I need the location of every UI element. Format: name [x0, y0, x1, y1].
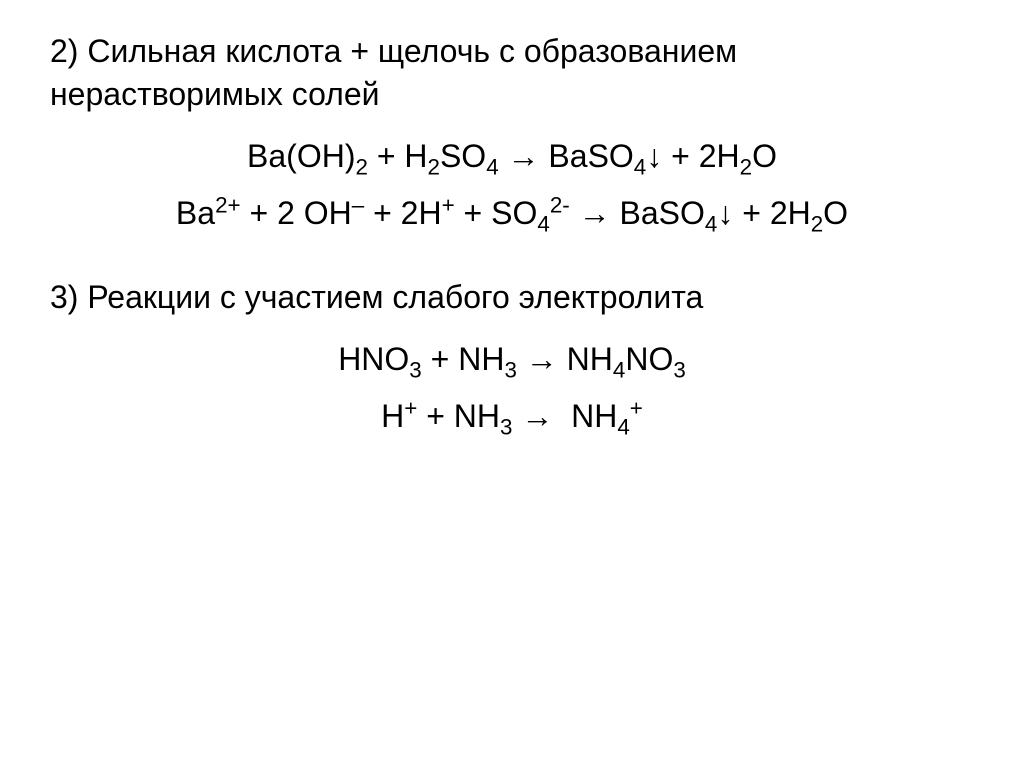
section3-equation-ionic: H+ + NH3 → NH4+	[50, 394, 974, 439]
section2-heading: 2) Сильная кислота + щелочь с образовани…	[50, 30, 974, 116]
section3-heading: 3) Реакции с участием слабого электролит…	[50, 276, 974, 319]
page-content: 2) Сильная кислота + щелочь с образовани…	[0, 0, 1024, 439]
section2-equation-molecular: Ba(OH)2 + H2SO4 → BaSO4↓ + 2H2O	[50, 134, 974, 179]
section2-equation-ionic: Ba2+ + 2 OH– + 2H+ + SO42- → BaSO4↓ + 2H…	[50, 191, 974, 236]
section3-equation-molecular: HNO3 + NH3 → NH4NO3	[50, 337, 974, 382]
